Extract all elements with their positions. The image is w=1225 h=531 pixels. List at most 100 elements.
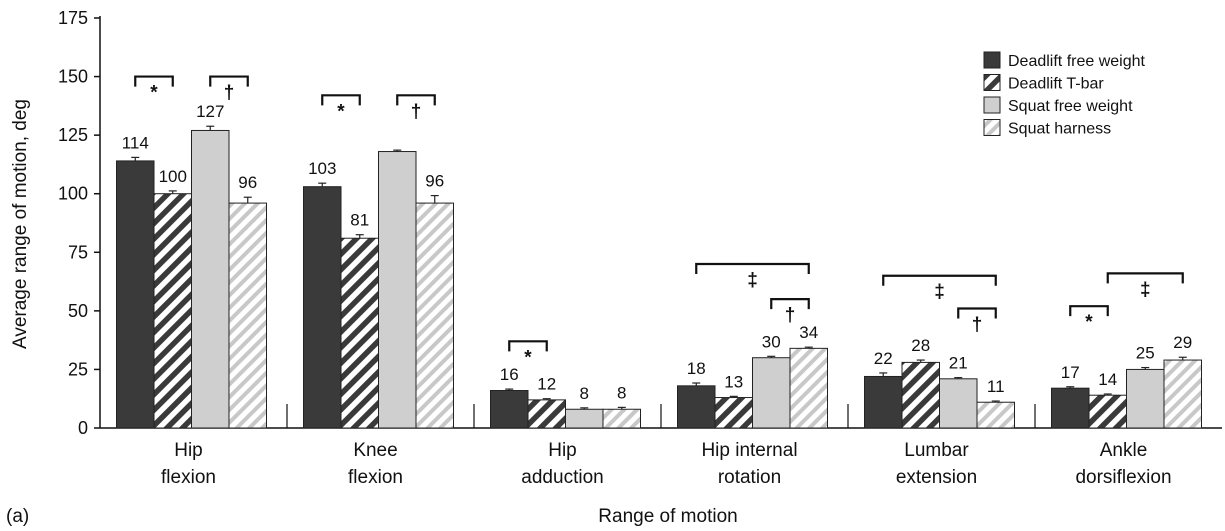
bar [976, 401, 1015, 429]
bar [714, 397, 753, 429]
significance-symbol: * [150, 83, 158, 104]
significance-bracket [1106, 272, 1184, 284]
bar [602, 408, 641, 429]
legend: Deadlift free weight Deadlift T-bar Squat … [983, 51, 1146, 138]
bar [1126, 368, 1165, 429]
significance-bracket [508, 340, 548, 352]
significance-bracket [396, 94, 436, 106]
category-label: Hip [548, 440, 577, 461]
significance-bracket [770, 298, 810, 310]
y-axis-title: Average range of motion, deg [10, 99, 31, 349]
x-axis-title: Range of motion [598, 506, 737, 527]
data-label: 28 [911, 336, 930, 355]
significance-symbol: * [337, 101, 345, 122]
error-bars [131, 125, 1187, 410]
bar [1163, 359, 1202, 429]
data-label: 11 [987, 377, 1005, 396]
significance-bracket [957, 307, 997, 319]
bar [1088, 394, 1127, 429]
y-tick-label: 175 [58, 8, 88, 28]
data-label: 8 [617, 383, 626, 402]
legend-label: Squat free weight [1008, 98, 1133, 115]
y-tick-label: 25 [68, 359, 88, 379]
bar [415, 202, 454, 429]
data-label: 21 [949, 354, 968, 373]
bar [191, 129, 230, 429]
data-label: 14 [1098, 370, 1117, 389]
bar [378, 151, 417, 429]
data-label: 100 [159, 167, 187, 186]
bar [789, 347, 828, 429]
y-tick-label: 0 [78, 418, 88, 438]
y-tick-label: 50 [68, 301, 88, 321]
category-label: dorsiflexion [1075, 467, 1171, 488]
bar [228, 202, 267, 429]
panel-label: (a) [6, 506, 29, 527]
data-label: 18 [687, 359, 706, 378]
data-label: 34 [799, 323, 818, 342]
bar [153, 193, 192, 429]
category-label: flexion [161, 467, 216, 488]
data-label: 12 [537, 375, 556, 394]
data-label: 8 [580, 384, 589, 403]
data-label: 25 [1136, 344, 1155, 363]
legend-label: Deadlift free weight [1008, 53, 1146, 70]
bar [490, 390, 529, 429]
category-label: rotation [718, 467, 781, 488]
significance-symbol: * [1085, 312, 1093, 333]
significance-symbol: ‡ [934, 282, 945, 303]
bar [752, 357, 791, 429]
significance-bracket [695, 262, 810, 274]
category-label: Hip [174, 440, 203, 461]
data-label: 22 [874, 349, 893, 368]
category-label: flexion [348, 467, 403, 488]
legend-swatch [983, 96, 1001, 114]
data-label: 16 [500, 365, 519, 384]
data-label: 114 [122, 133, 149, 152]
significance-symbol: † [411, 101, 422, 122]
bar [303, 186, 342, 429]
significance-symbol: † [224, 83, 235, 104]
bar [116, 160, 155, 429]
bar [864, 375, 903, 429]
data-label: 127 [196, 102, 224, 121]
significance-symbol: ‡ [747, 270, 758, 291]
category-label: Ankle [1100, 440, 1148, 461]
category-label: adduction [521, 467, 603, 488]
bar [677, 385, 716, 429]
data-label: 103 [308, 159, 336, 178]
legend-swatch [983, 119, 1001, 136]
legend-label: Squat harness [1008, 121, 1111, 138]
legend-swatch [983, 51, 1001, 69]
bar [527, 399, 566, 429]
y-tick-label: 125 [58, 125, 88, 145]
data-label: 96 [238, 173, 257, 192]
bar [340, 237, 379, 429]
axes: 0 25 50 75 100 125 150 175 [58, 8, 1222, 438]
significance-bracket [321, 94, 361, 106]
y-tick-label: 100 [58, 184, 88, 204]
category-label: Hip internal [701, 440, 797, 461]
significance-bracket [134, 75, 174, 87]
bar [939, 378, 978, 429]
legend-label: Deadlift T-bar [1008, 76, 1104, 93]
data-label: 29 [1173, 333, 1192, 352]
significance-bracket [882, 274, 997, 286]
category-label: extension [896, 467, 977, 488]
data-label: 96 [425, 172, 444, 191]
significance-symbol: ‡ [1140, 279, 1151, 300]
data-label: 17 [1061, 363, 1080, 382]
legend-swatch [983, 74, 1001, 91]
significance-bracket [209, 75, 249, 87]
significance-symbol: * [524, 347, 532, 368]
data-label: 30 [762, 332, 781, 351]
data-label: 13 [724, 372, 743, 391]
category-label: Knee [353, 440, 397, 461]
bar [901, 361, 940, 429]
value-labels: 114 103 16 18 22 17 100 81 12 13 28 14 127 8 30 21 25 96 9… [122, 102, 1193, 403]
category-labels: Hip flexion Knee flexion Hip adduction Hip int… [161, 440, 1172, 488]
bar [1051, 387, 1090, 429]
y-tick-label: 75 [68, 242, 88, 262]
y-tick-label: 150 [58, 67, 88, 87]
